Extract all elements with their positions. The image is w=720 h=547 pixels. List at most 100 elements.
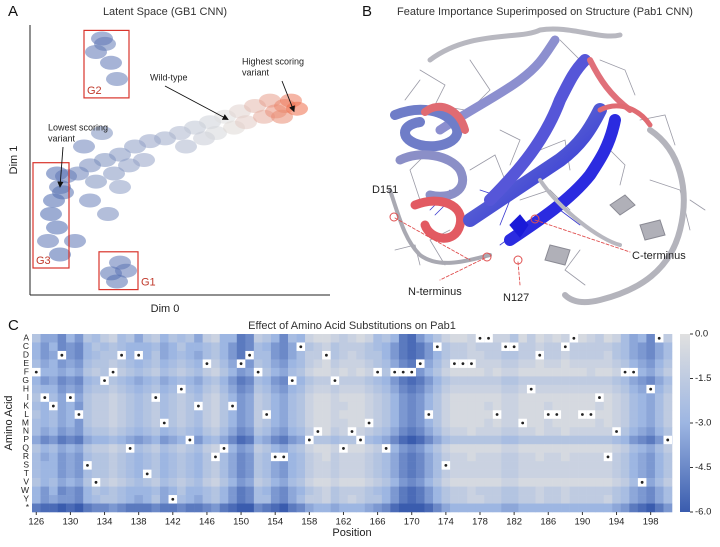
cell	[117, 376, 127, 386]
cell	[185, 418, 195, 428]
cell	[142, 342, 152, 352]
cell	[160, 342, 169, 352]
cell	[595, 452, 605, 462]
cell	[211, 435, 221, 445]
cell	[194, 334, 203, 343]
cell	[253, 376, 263, 386]
cell	[629, 495, 639, 504]
cell	[194, 444, 203, 453]
cell	[142, 427, 152, 437]
cell	[569, 401, 579, 411]
cell	[32, 376, 41, 386]
x-tick-label: 190	[574, 517, 590, 528]
cell	[100, 435, 110, 445]
cell	[270, 486, 280, 496]
cell	[569, 503, 579, 513]
cell	[262, 427, 272, 437]
cell	[83, 444, 93, 453]
cell	[509, 393, 519, 403]
cell	[620, 503, 630, 513]
cell	[492, 435, 502, 445]
cell	[373, 376, 383, 386]
cell	[637, 486, 647, 496]
cell	[288, 350, 297, 360]
cell	[125, 461, 135, 470]
cell	[134, 427, 144, 437]
cell	[509, 486, 519, 496]
cell	[322, 367, 331, 377]
cell	[322, 435, 331, 445]
cell	[526, 427, 536, 437]
wildtype-dot	[94, 480, 98, 484]
x-axis-label: Dim 0	[151, 303, 180, 315]
cell	[288, 486, 297, 496]
cell	[125, 486, 135, 496]
cell	[83, 418, 93, 428]
cell	[535, 359, 545, 369]
cell	[194, 418, 203, 428]
cell	[330, 342, 340, 352]
wildtype-dot	[248, 353, 252, 357]
cell	[441, 393, 451, 403]
cell	[194, 503, 203, 513]
cell	[160, 427, 169, 437]
wildtype-dot	[478, 336, 482, 340]
cell	[612, 469, 622, 479]
cell	[108, 461, 118, 470]
region-box	[83, 29, 130, 99]
cell	[356, 478, 366, 487]
cell	[32, 444, 41, 453]
cell	[637, 367, 647, 377]
cell	[142, 461, 152, 470]
cell	[441, 435, 451, 445]
cell	[117, 384, 127, 394]
cell	[74, 418, 84, 428]
cell	[211, 427, 221, 437]
cell	[398, 393, 408, 403]
cell	[83, 452, 93, 462]
cell	[467, 334, 477, 343]
cell	[646, 444, 656, 453]
cell	[620, 350, 630, 360]
cell	[339, 334, 349, 343]
cell	[544, 486, 553, 496]
cell	[398, 384, 408, 394]
cell	[629, 384, 639, 394]
wildtype-dot	[51, 404, 55, 408]
cell	[552, 469, 562, 479]
point	[79, 193, 101, 208]
cell	[91, 401, 101, 411]
cell	[637, 418, 647, 428]
cell	[160, 495, 169, 504]
cell	[177, 334, 186, 343]
cell	[458, 435, 468, 445]
y-tick-label: C	[23, 341, 29, 351]
cell	[32, 334, 41, 343]
cell	[339, 384, 349, 394]
cell	[185, 478, 195, 487]
cell	[441, 486, 451, 496]
cell	[83, 469, 93, 479]
cell	[424, 350, 434, 360]
cell	[177, 503, 186, 513]
cell	[91, 384, 101, 394]
cell	[450, 334, 459, 343]
cell	[236, 495, 246, 504]
cell	[253, 503, 263, 513]
cell	[270, 410, 280, 420]
cell	[177, 469, 186, 479]
cell	[467, 427, 477, 437]
cell	[629, 376, 639, 386]
cell	[117, 334, 127, 343]
cell	[194, 495, 203, 504]
cell	[646, 350, 656, 360]
cell	[83, 503, 93, 513]
cell	[612, 495, 622, 504]
cell	[586, 334, 596, 343]
cell	[160, 503, 169, 513]
cell	[168, 376, 178, 386]
cell	[40, 410, 50, 420]
cell	[484, 359, 494, 369]
cell	[450, 418, 459, 428]
cell	[381, 384, 391, 394]
